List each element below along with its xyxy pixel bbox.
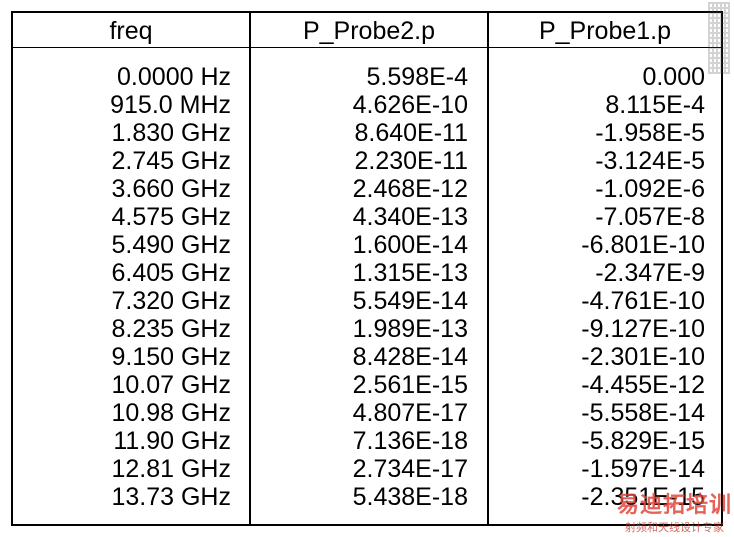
freq-cell: 3.660 GHz [111,175,231,203]
freq-cell: 13.73 GHz [111,483,231,511]
freq-cell: 10.07 GHz [111,371,231,399]
column-divider [487,13,489,524]
freq-cell: 4.575 GHz [111,203,231,231]
freq-cell: 7.320 GHz [111,287,231,315]
p-probe1-cell: -9.127E-10 [581,315,705,343]
p-probe2-column: 5.598E-4 4.626E-10 8.640E-11 2.230E-11 2.468… [251,63,468,511]
p-probe2-cell: 5.598E-4 [366,63,468,91]
header-p-probe1: P_Probe1.p [538,17,672,45]
p-probe1-cell: -2.351E-15 [581,483,705,511]
p-probe2-cell: 8.428E-14 [352,343,468,371]
p-probe1-cell: -5.558E-14 [581,399,705,427]
p-probe2-cell: 8.640E-11 [354,119,468,147]
p-probe2-cell: 4.626E-10 [352,91,468,119]
p-probe1-cell: 8.115E-4 [605,91,705,119]
p-probe1-cell: -1.597E-14 [581,455,705,483]
p-probe1-cell: -2.347E-9 [595,259,705,287]
freq-column: 0.0000 Hz 915.0 MHz 1.830 GHz 2.745 GHz 3.66… [13,63,231,511]
qr-code-icon [708,2,730,74]
p-probe1-cell: -4.761E-10 [581,287,705,315]
p-probe1-column: 0.000 8.115E-4 -1.958E-5 -3.124E-5 -1.092E-6… [489,63,705,511]
p-probe1-cell: -1.958E-5 [595,119,705,147]
freq-cell: 915.0 MHz [110,91,231,119]
p-probe2-cell: 4.807E-17 [352,399,468,427]
p-probe1-cell: -6.801E-10 [581,231,705,259]
p-probe2-cell: 2.734E-17 [352,455,468,483]
p-probe2-cell: 2.230E-11 [354,147,468,175]
p-probe1-cell: -3.124E-5 [595,147,705,175]
header-freq: freq [109,17,153,45]
results-table: freq P_Probe2.p P_Probe1.p 0.0000 Hz 915.… [11,11,723,526]
p-probe1-cell: -4.455E-12 [581,371,705,399]
p-probe2-cell: 1.600E-14 [352,231,468,259]
p-probe2-cell: 4.340E-13 [352,203,468,231]
freq-cell: 8.235 GHz [111,315,231,343]
p-probe1-cell: -1.092E-6 [595,175,705,203]
freq-cell: 0.0000 Hz [117,63,231,91]
freq-cell: 2.745 GHz [111,147,231,175]
p-probe2-cell: 5.438E-18 [352,483,468,511]
watermark-tagline: 射频和天线设计专家 [624,522,724,534]
watermark: 易迪拓培训 射频和天线设计专家 [617,487,732,535]
p-probe2-cell: 2.561E-15 [352,371,468,399]
p-probe2-cell: 7.136E-18 [352,427,468,455]
freq-cell: 9.150 GHz [111,343,231,371]
freq-cell: 5.490 GHz [111,231,231,259]
header-p-probe2: P_Probe2.p [302,17,436,45]
watermark-brand: 易迪拓培训 [616,492,732,517]
column-divider [249,13,251,524]
p-probe1-cell: 0.000 [642,63,705,91]
freq-cell: 12.81 GHz [111,455,231,483]
freq-cell: 11.90 GHz [113,427,231,455]
p-probe1-cell: -5.829E-15 [581,427,705,455]
freq-cell: 6.405 GHz [111,259,231,287]
freq-cell: 1.830 GHz [111,119,231,147]
p-probe1-cell: -7.057E-8 [595,203,705,231]
p-probe1-cell: -2.301E-10 [581,343,705,371]
freq-cell: 10.98 GHz [111,399,231,427]
p-probe2-cell: 1.989E-13 [352,315,468,343]
p-probe2-cell: 1.315E-13 [352,259,468,287]
header-divider [13,47,721,48]
p-probe2-cell: 5.549E-14 [352,287,468,315]
p-probe2-cell: 2.468E-12 [352,175,468,203]
